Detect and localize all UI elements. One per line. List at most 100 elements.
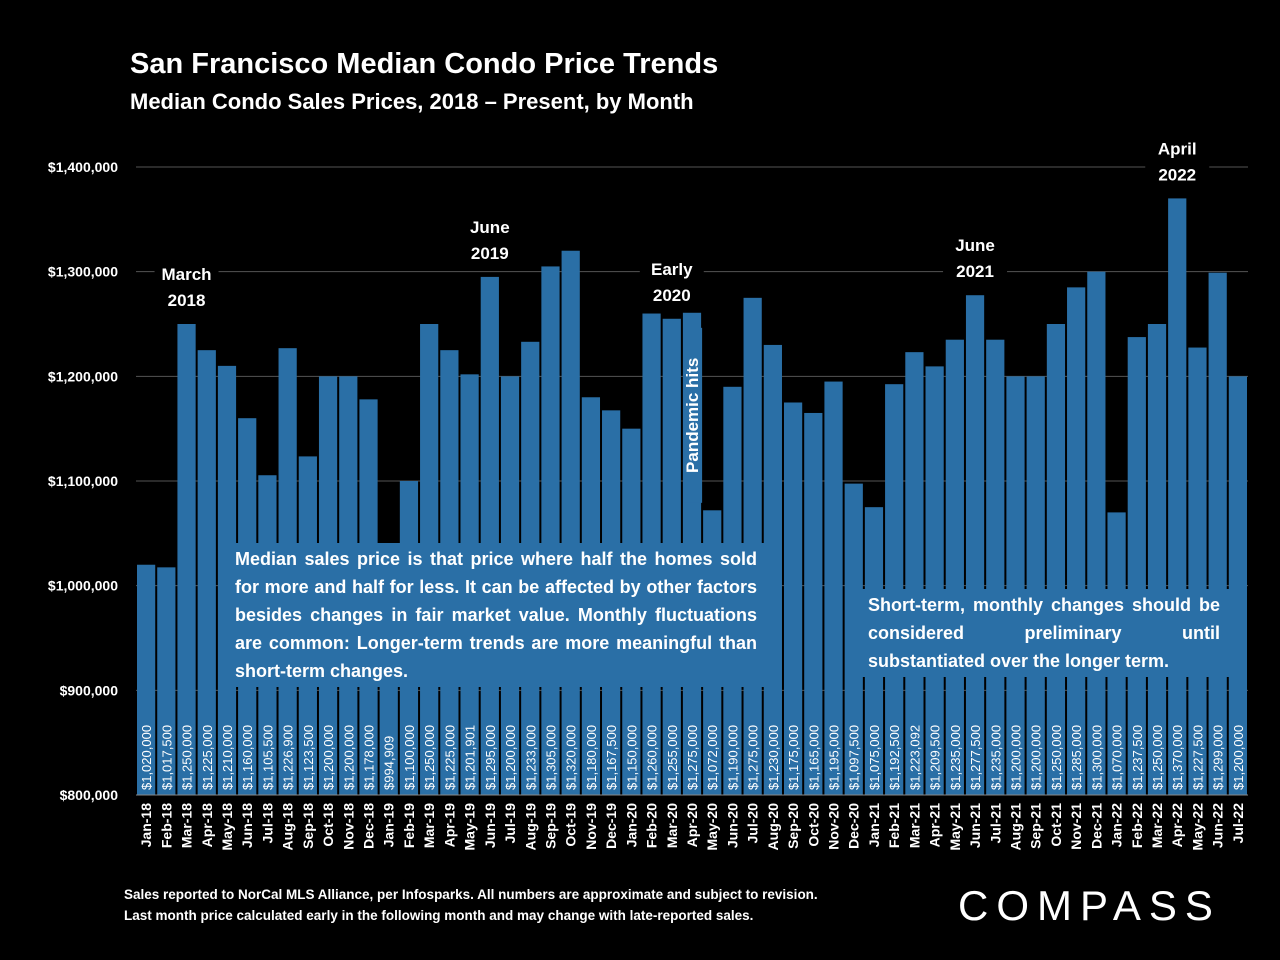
bar (783, 402, 803, 795)
bar (177, 324, 196, 795)
bar (1208, 272, 1227, 795)
bar (1228, 376, 1247, 795)
bar-value-label: $1,223,092 (907, 725, 922, 790)
x-tick-label: Jun-20 (724, 803, 740, 848)
x-tick-label: Mar-22 (1149, 803, 1165, 848)
bar-value-label: $994,909 (382, 736, 397, 790)
bar-value-label: $1,200,000 (1008, 725, 1023, 790)
y-tick-label: $1,200,000 (48, 368, 118, 384)
x-tick-label: Jan-21 (866, 803, 882, 848)
y-tick-label: $1,300,000 (48, 264, 118, 280)
x-tick-label: Jun-19 (482, 803, 498, 848)
bar-value-label: $1,123,500 (301, 725, 316, 790)
bar-value-label: $1,300,000 (1089, 725, 1104, 790)
peak-annotation: 2018 (168, 291, 206, 310)
bar-value-label: $1,250,000 (422, 725, 437, 790)
x-tick-label: Jan-22 (1109, 803, 1125, 848)
bar (1168, 198, 1187, 795)
bar (1026, 376, 1045, 795)
bar (1188, 347, 1207, 795)
peak-annotation: June (955, 236, 995, 255)
bar (945, 339, 964, 795)
bar-value-label: $1,075,000 (867, 725, 882, 790)
x-tick-label: Apr-19 (441, 803, 457, 848)
bar-value-label: $1,285,000 (1069, 725, 1084, 790)
x-tick-label: Jan-20 (623, 803, 639, 848)
bar-value-label: $1,225,000 (200, 725, 215, 790)
x-tick-label: Feb-20 (644, 803, 660, 848)
x-tick-label: Mar-18 (179, 803, 195, 848)
source-footnote: Sales reported to NorCal MLS Alliance, p… (124, 884, 818, 926)
bar-value-label: $1,370,000 (1170, 725, 1185, 790)
x-tick-label: Oct-21 (1048, 803, 1064, 847)
bar-value-label: $1,305,000 (543, 725, 558, 790)
y-tick-label: $1,400,000 (48, 159, 118, 175)
x-tick-label: Nov-18 (340, 803, 356, 850)
bar (1127, 337, 1146, 795)
x-tick-label: Sep-19 (542, 803, 558, 849)
bar-value-label: $1,226,900 (281, 725, 296, 790)
bar-value-label: $1,150,000 (624, 725, 639, 790)
bar (1147, 324, 1167, 795)
bar-value-label: $1,255,000 (665, 725, 680, 790)
x-tick-label: Nov-19 (583, 803, 599, 850)
annotation-backdrop (943, 231, 1008, 290)
bar (844, 483, 863, 795)
x-tick-label: Apr-22 (1169, 803, 1185, 848)
bar (541, 266, 560, 795)
bar (1087, 271, 1106, 796)
bar-chart: $800,000 $900,000 $1,000,000 $1,100,000 $1,2… (47, 134, 1248, 851)
x-axis-ticks: Jan-18 Feb-18 Mar-18 Apr-18 May-18 Jun-18 Jul-… (136, 794, 1248, 851)
x-tick-label: Jul-21 (987, 803, 1003, 844)
x-tick-label: Apr-21 (927, 803, 943, 848)
bar-value-label: $1,105,500 (260, 725, 275, 790)
bar (1067, 287, 1086, 795)
median-explanation-note: Median sales price is that price where h… (226, 543, 766, 687)
bar-value-label: $1,192,500 (887, 725, 902, 790)
x-tick-label: Dec-20 (846, 803, 862, 849)
bar-value-label: $1,250,000 (180, 725, 195, 790)
y-tick-label: $800,000 (60, 787, 119, 803)
bar (905, 352, 924, 795)
x-tick-label: Sep-20 (785, 803, 801, 849)
bar-value-label: $1,160,000 (240, 725, 255, 790)
bar (763, 344, 782, 795)
bar-value-label: $1,100,000 (402, 725, 417, 790)
bar-value-label: $1,295,000 (483, 725, 498, 790)
chart-subtitle: Median Condo Sales Prices, 2018 – Presen… (130, 89, 694, 114)
bar-value-labels: $1,020,000 $1,017,500 $1,250,000 $1,225,000… (139, 725, 1246, 790)
bar-value-label: $1,260,000 (645, 725, 660, 790)
bar-value-label: $1,275,000 (746, 725, 761, 790)
peak-annotation: April (1158, 139, 1197, 158)
x-tick-label: Apr-18 (199, 803, 215, 848)
bar-value-label: $1,299,000 (1211, 725, 1226, 790)
bar (1046, 324, 1066, 795)
x-tick-label: Mar-19 (421, 803, 437, 848)
x-tick-label: Feb-19 (401, 803, 417, 848)
bar-value-label: $1,178,000 (362, 725, 377, 790)
x-tick-label: Jun-18 (239, 803, 255, 848)
bar-value-label: $1,200,000 (1231, 725, 1246, 790)
x-tick-label: Oct-18 (320, 803, 336, 847)
bar-value-label: $1,233,000 (523, 725, 538, 790)
footnote-line-1: Sales reported to NorCal MLS Alliance, p… (124, 887, 818, 902)
x-tick-label: Feb-18 (158, 803, 174, 848)
bar (965, 295, 985, 795)
x-tick-label: Jan-19 (381, 803, 397, 848)
x-tick-label: Oct-20 (805, 803, 821, 847)
bar (137, 564, 156, 795)
peak-annotation: 2020 (653, 286, 691, 305)
bar (1006, 376, 1025, 795)
peak-annotation: 2021 (956, 262, 994, 281)
x-tick-label: May-19 (462, 803, 478, 851)
x-tick-label: Mar-21 (906, 803, 922, 848)
x-tick-label: May-21 (947, 803, 963, 851)
x-tick-label: Feb-22 (1129, 803, 1145, 848)
x-tick-label: Jul-20 (745, 803, 761, 844)
y-tick-label: $1,100,000 (48, 473, 118, 489)
annotations: March 2018 June 2019 Early 2020 June 2021 April 2… (154, 134, 1210, 503)
annotation-backdrop (1145, 134, 1210, 193)
bar (824, 381, 843, 795)
bar-value-label: $1,230,000 (766, 725, 781, 790)
x-tick-label: Sep-18 (300, 803, 316, 849)
